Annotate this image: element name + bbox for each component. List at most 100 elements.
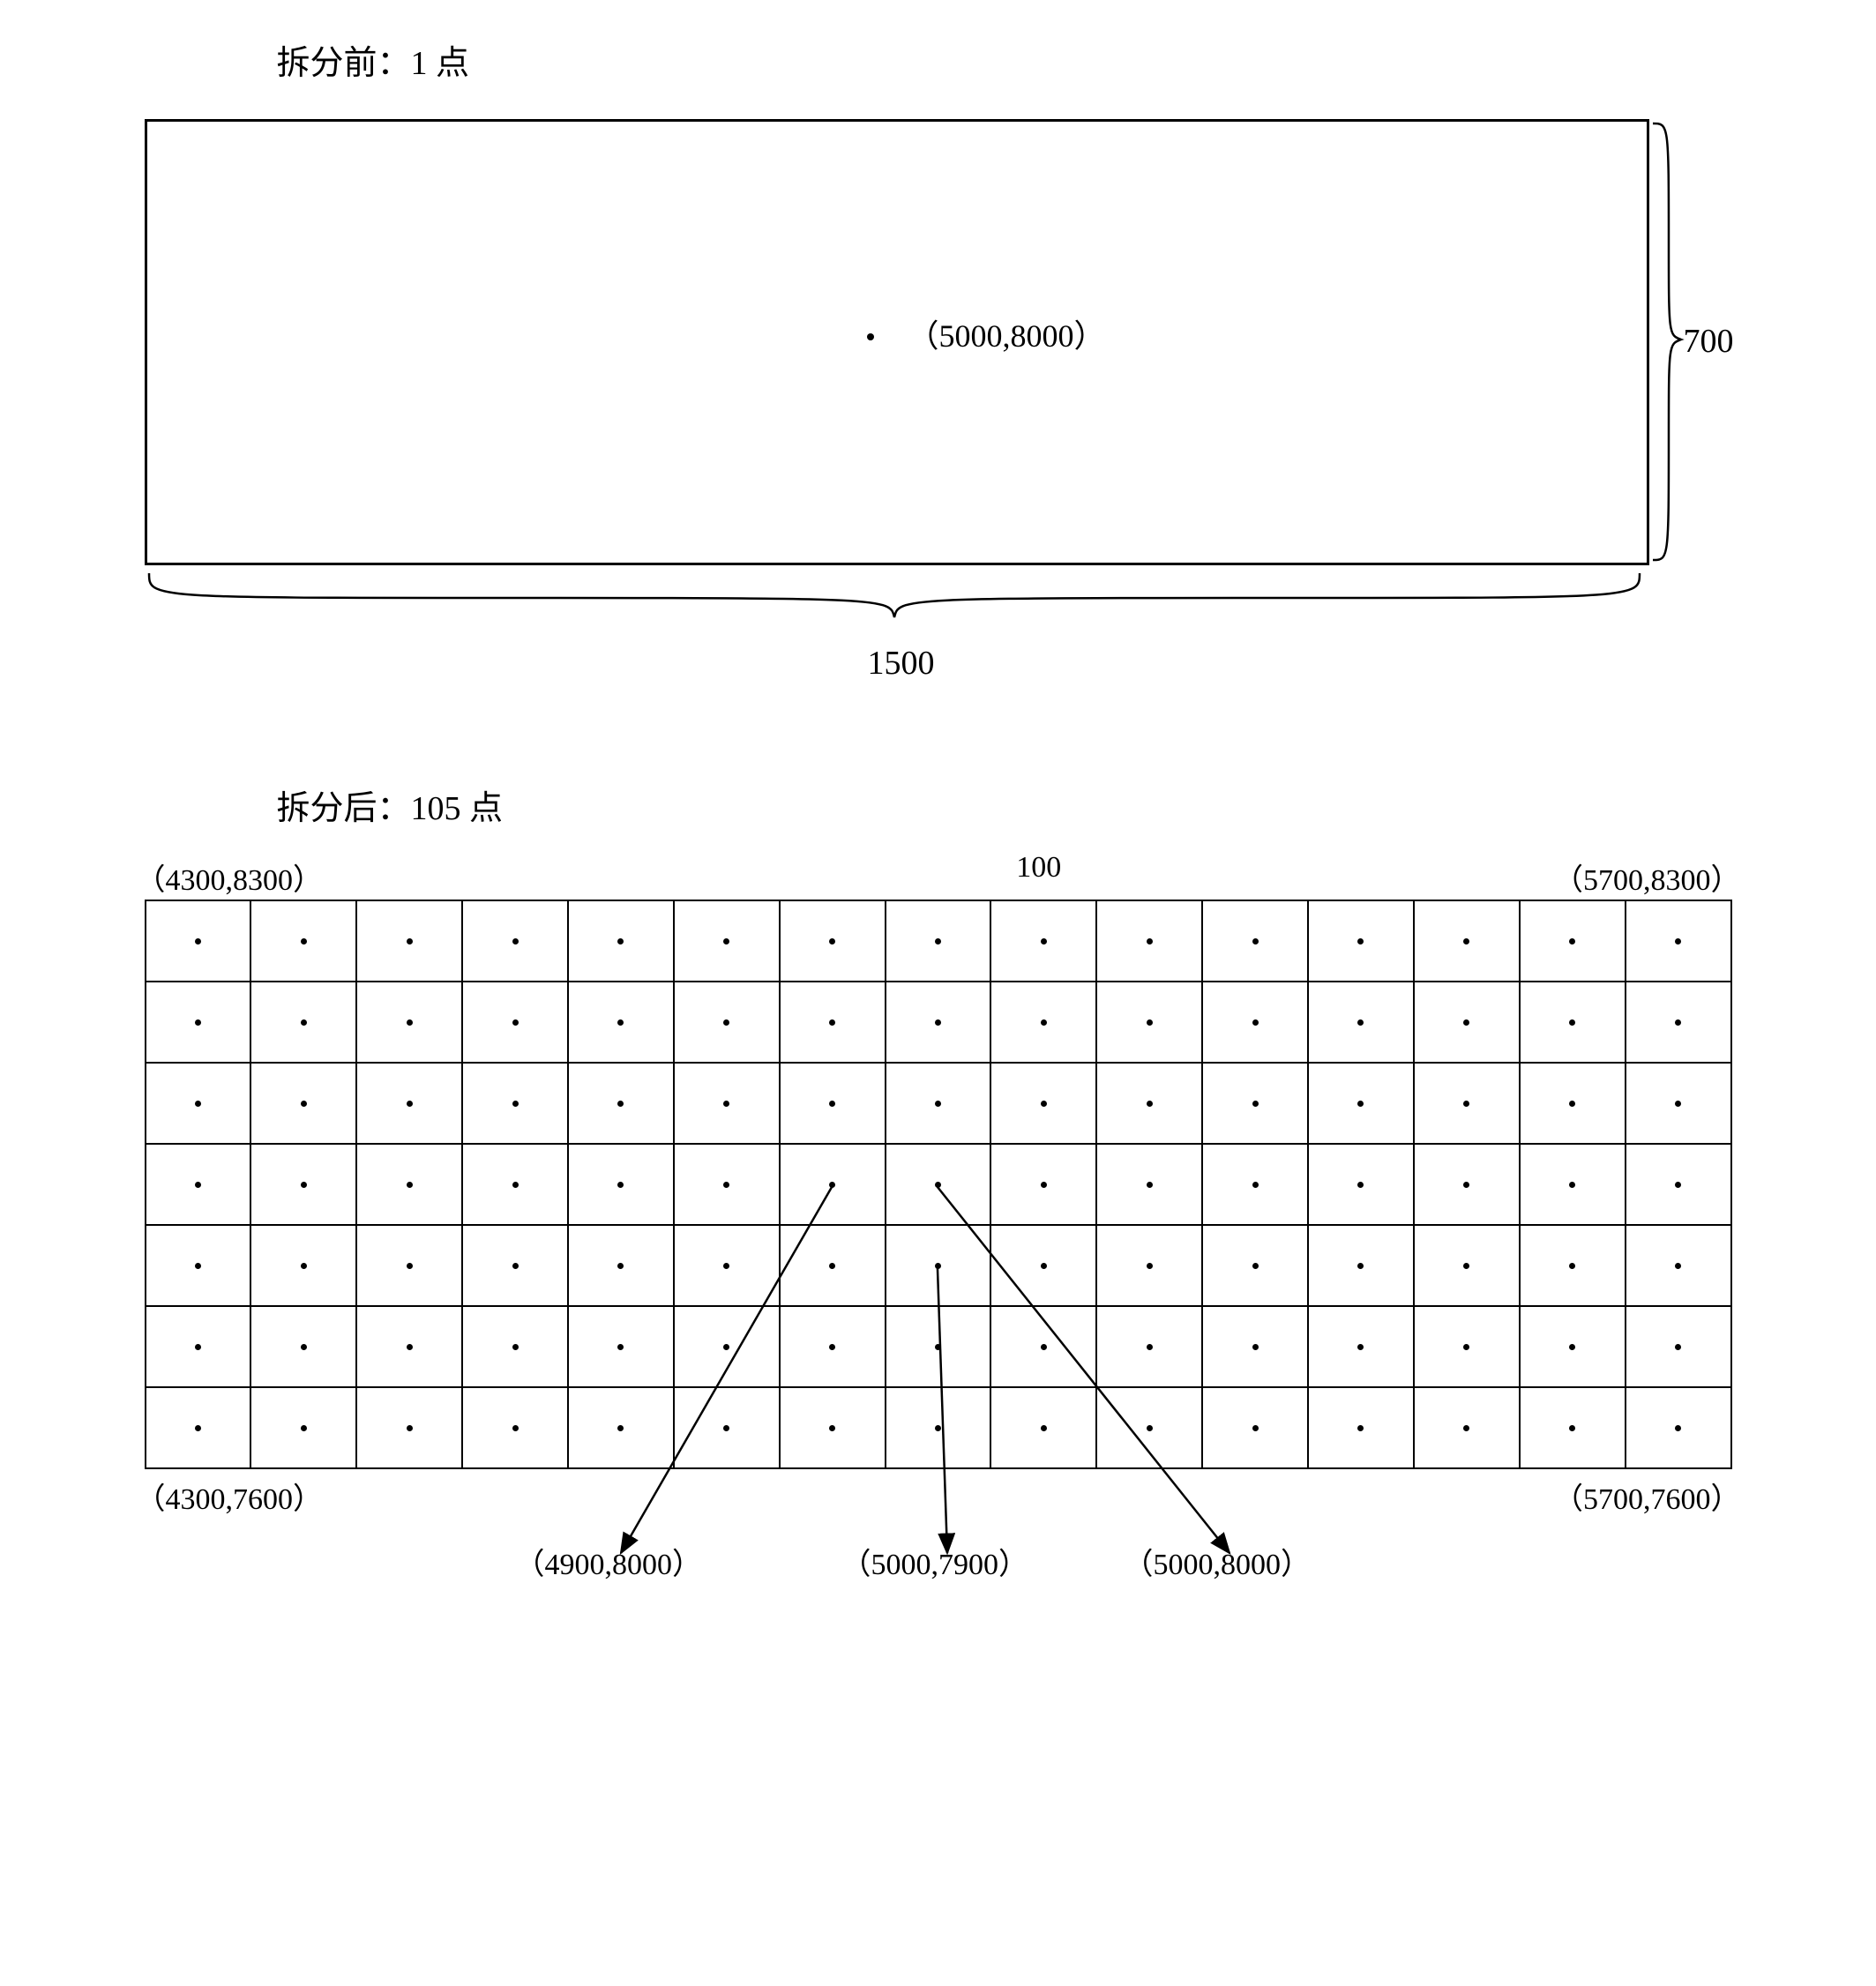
grid-cell [1308, 1225, 1414, 1306]
center-coord-label: （5000,8000） [908, 310, 1106, 356]
grid-dot [935, 1344, 941, 1350]
upper-box: （5000,8000） [145, 119, 1649, 565]
grid-dot [1252, 1182, 1259, 1188]
grid-cell [146, 1387, 251, 1468]
grid-dot [407, 1101, 413, 1107]
grid-dot [1252, 938, 1259, 944]
grid-dot [1252, 1101, 1259, 1107]
grid-cell [462, 1144, 568, 1225]
grid-dot [407, 1019, 413, 1026]
grid-cell [1096, 1144, 1202, 1225]
grid-dot [1463, 1344, 1469, 1350]
grid-cell [146, 1225, 251, 1306]
grid-cell [1414, 900, 1520, 982]
grid-dot [829, 1101, 835, 1107]
grid-cell [568, 1063, 674, 1144]
grid-dot [407, 1425, 413, 1431]
grid-cell [1202, 900, 1308, 982]
grid-dot [1463, 1101, 1469, 1107]
grid-dot [1569, 1263, 1575, 1269]
grid-cell [250, 1387, 356, 1468]
grid-dot [1147, 1182, 1153, 1188]
grid-cell [1414, 1225, 1520, 1306]
grid-cell [990, 1144, 1096, 1225]
grid-dot [1252, 1019, 1259, 1026]
grid-dot [512, 1182, 519, 1188]
grid-cell [250, 982, 356, 1063]
grid-cell [146, 900, 251, 982]
grid-dot [1357, 1182, 1364, 1188]
grid-cell [1520, 1063, 1626, 1144]
grid-dot [512, 1101, 519, 1107]
grid-cell [1626, 982, 1731, 1063]
grid-dot [1357, 1425, 1364, 1431]
grid-dot [1357, 1019, 1364, 1026]
grid-cell [1308, 1387, 1414, 1468]
grid-dot [1147, 1344, 1153, 1350]
grid-dot [1675, 1182, 1681, 1188]
grid-cell [1414, 1306, 1520, 1387]
grid-cell [250, 1306, 356, 1387]
grid-cell [250, 1144, 356, 1225]
grid-dot [1147, 1425, 1153, 1431]
grid-cell [1308, 900, 1414, 982]
grid-cell [1096, 1387, 1202, 1468]
grid-cell [1520, 1225, 1626, 1306]
callout-label: （5000,8000） [1124, 1540, 1312, 1583]
grid-cell [886, 1063, 991, 1144]
grid-dot [1357, 1101, 1364, 1107]
grid-dot [1252, 1263, 1259, 1269]
grid-cell [1626, 900, 1731, 982]
grid-cell [568, 982, 674, 1063]
grid-cell [146, 1144, 251, 1225]
grid-cell [886, 982, 991, 1063]
grid-dot [829, 938, 835, 944]
grid-cell [1202, 982, 1308, 1063]
grid-cell [1096, 982, 1202, 1063]
grid-dot [1041, 1182, 1047, 1188]
grid-cell [356, 1387, 462, 1468]
grid-cell [568, 1387, 674, 1468]
upper-section: 拆分前：1 点 （5000,8000） 700 1500 [101, 35, 1776, 692]
grid-cell [356, 1306, 462, 1387]
grid-cell [780, 982, 886, 1063]
grid-dot [1252, 1425, 1259, 1431]
grid-cell [356, 1063, 462, 1144]
grid-dot [1463, 1263, 1469, 1269]
grid-dot [1463, 938, 1469, 944]
corner-tl: （4300,8300） [136, 855, 324, 899]
upper-title: 拆分前：1 点 [277, 35, 1776, 84]
grid-cell [1308, 1306, 1414, 1387]
grid-dot [195, 1425, 201, 1431]
grid-dot [723, 1263, 729, 1269]
grid-dot [407, 1263, 413, 1269]
grid-cell [356, 1144, 462, 1225]
grid-cell [1096, 1063, 1202, 1144]
lower-section: 拆分后：105 点 （4300,8300） （5700,8300） 100 （4… [101, 780, 1776, 1584]
grid-cell [250, 900, 356, 982]
grid-dot [1041, 1019, 1047, 1026]
grid-dot [301, 1263, 307, 1269]
grid-cell [1414, 1063, 1520, 1144]
grid-cell [1202, 1144, 1308, 1225]
grid-cell [674, 1225, 780, 1306]
grid-dot [1675, 1101, 1681, 1107]
grid-dot [1357, 938, 1364, 944]
grid-cell [146, 982, 251, 1063]
grid-dot [1147, 938, 1153, 944]
grid-cell [780, 900, 886, 982]
grid-cell [990, 1387, 1096, 1468]
grid-cell [674, 1387, 780, 1468]
grid-dot [1041, 938, 1047, 944]
grid-dot [407, 1344, 413, 1350]
grid-cell [1414, 1387, 1520, 1468]
grid-dot [723, 938, 729, 944]
top-span-label: 100 [1016, 851, 1061, 885]
callout-label: （4900,8000） [515, 1540, 703, 1583]
grid-cell [990, 900, 1096, 982]
grid-cell [674, 1144, 780, 1225]
grid-dot [723, 1344, 729, 1350]
grid-cell [568, 900, 674, 982]
grid-dot [935, 1182, 941, 1188]
grid-dot [935, 1425, 941, 1431]
